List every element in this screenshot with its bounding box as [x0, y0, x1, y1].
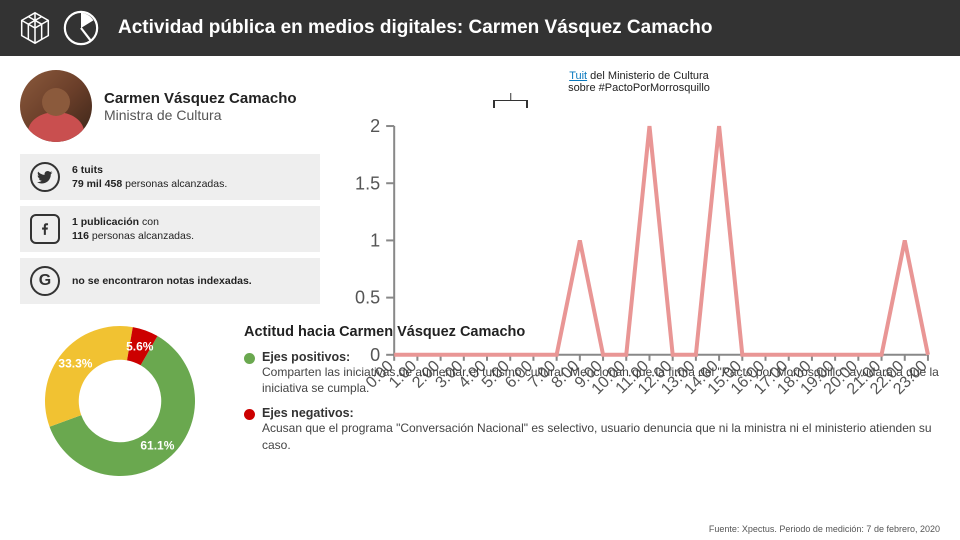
annotation-link[interactable]: Tuit	[569, 70, 587, 82]
chart-annotation: Tuit del Ministerio de Cultura sobre #Pa…	[338, 70, 940, 94]
header-bar: Actividad pública en medios digitales: C…	[0, 0, 960, 56]
negative-dot-icon	[244, 409, 255, 420]
negative-label: Ejes negativos:	[262, 406, 940, 420]
source-text: Fuente: Xpectus. Periodo de medición: 7 …	[709, 524, 940, 534]
stat-facebook-text: 1 publicación con 116 personas alcanzada…	[72, 215, 194, 243]
negative-axis: Ejes negativos: Acusan que el programa "…	[244, 406, 940, 452]
svg-text:1: 1	[370, 230, 380, 250]
profile-role: Ministra de Cultura	[104, 107, 297, 123]
header-logos	[16, 9, 100, 47]
annotation-brace	[493, 100, 528, 112]
page-title: Actividad pública en medios digitales: C…	[118, 17, 712, 39]
profile-column: Carmen Vásquez Camacho Ministra de Cultu…	[20, 70, 320, 310]
profile-block: Carmen Vásquez Camacho Ministra de Cultu…	[20, 70, 320, 142]
positive-text: Comparten las iniciativas de aumentar el…	[262, 364, 940, 396]
svg-text:0.5: 0.5	[355, 288, 380, 308]
twitter-icon	[30, 162, 60, 192]
svg-text:61.1%: 61.1%	[140, 439, 174, 453]
positive-axis: Ejes positivos: Comparten las iniciativa…	[244, 350, 940, 396]
positive-label: Ejes positivos:	[262, 350, 940, 364]
stat-google-text: no se encontraron notas indexadas.	[72, 274, 252, 288]
cube-logo-icon	[16, 9, 54, 47]
stat-twitter-text: 6 tuits 79 mil 458 personas alcanzadas.	[72, 163, 227, 191]
circle-logo-icon	[62, 9, 100, 47]
donut-chart: 61.1% 33.3% 5.6%	[20, 316, 220, 486]
stat-google: G no se encontraron notas indexadas.	[20, 258, 320, 304]
avatar	[20, 70, 92, 142]
svg-text:2: 2	[370, 116, 380, 136]
donut-chart-block: 61.1% 33.3% 5.6%	[20, 316, 220, 491]
svg-text:5.6%: 5.6%	[126, 339, 154, 353]
line-chart-block: Tuit del Ministerio de Cultura sobre #Pa…	[338, 70, 940, 290]
positive-dot-icon	[244, 353, 255, 364]
profile-name: Carmen Vásquez Camacho	[104, 90, 297, 107]
negative-text: Acusan que el programa "Conversación Nac…	[262, 420, 940, 452]
facebook-icon	[30, 214, 60, 244]
stat-twitter: 6 tuits 79 mil 458 personas alcanzadas.	[20, 154, 320, 200]
svg-text:1.5: 1.5	[355, 173, 380, 193]
google-icon: G	[30, 266, 60, 296]
stat-facebook: 1 publicación con 116 personas alcanzada…	[20, 206, 320, 252]
svg-text:33.3%: 33.3%	[58, 357, 92, 371]
